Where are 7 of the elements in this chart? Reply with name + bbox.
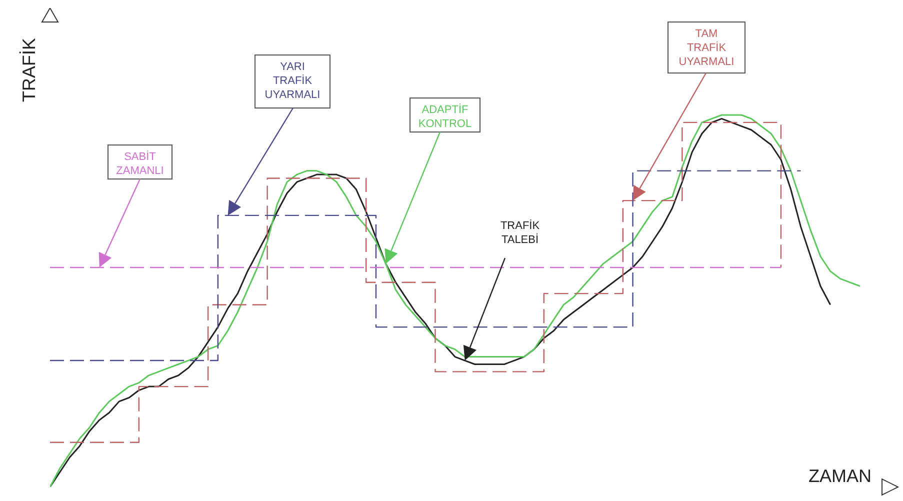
x-axis-title: ZAMAN [808, 466, 872, 486]
text: TAM TRAFİK UYARMALI [678, 28, 734, 68]
y-axis-title: TRAFİK [19, 38, 39, 102]
text: YARI TRAFİK UYARMALI [264, 61, 320, 101]
text: TRAFİK TALEBİ [500, 219, 540, 246]
text: SABİT ZAMANLI [116, 150, 164, 177]
text: ADAPTİF KONTROL [418, 103, 472, 130]
